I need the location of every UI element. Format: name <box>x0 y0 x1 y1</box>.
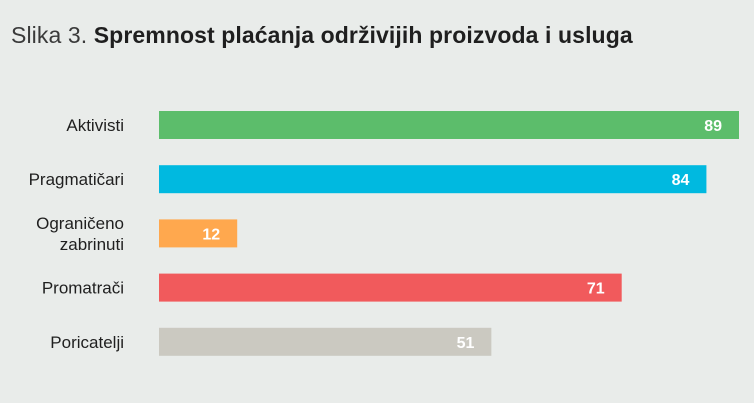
bar-value-label: 84 <box>672 172 690 189</box>
category-label: zabrinuti <box>60 235 124 254</box>
bar-value-label: 89 <box>704 118 722 135</box>
bar-value-label: 51 <box>457 335 475 352</box>
bar <box>159 273 622 302</box>
category-label: Ograničeno <box>36 214 124 233</box>
bar <box>159 111 739 139</box>
category-label: Pragmatičari <box>29 170 124 189</box>
figure-title: Slika 3. Spremnost plaćanja održivijih p… <box>11 22 633 49</box>
chart-title: Spremnost plaćanja održivijih proizvoda … <box>93 22 633 48</box>
bar <box>159 219 238 248</box>
bar-value-label: 12 <box>202 226 220 243</box>
figure-number: Slika 3. <box>11 22 88 48</box>
bar <box>159 327 492 356</box>
category-label: Promatrači <box>42 279 124 298</box>
category-label: Poricatelji <box>50 333 124 352</box>
bar <box>159 165 707 194</box>
category-label: Aktivisti <box>66 116 124 135</box>
bar-value-label: 71 <box>587 281 605 298</box>
